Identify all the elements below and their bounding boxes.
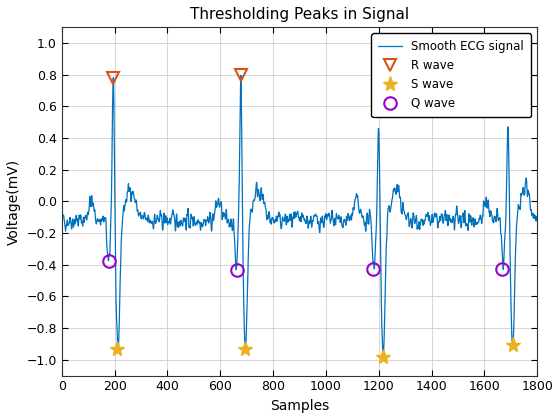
R wave [110, 75, 116, 80]
Smooth ECG signal [380, 354, 386, 360]
S wave [242, 346, 249, 351]
Smooth ECG signal [253, 186, 259, 191]
Title: Thresholding Peaks in Signal: Thresholding Peaks in Signal [190, 7, 409, 22]
Q wave [499, 267, 506, 272]
Smooth ECG signal [237, 73, 244, 78]
Smooth ECG signal [160, 222, 167, 227]
Line: Smooth ECG signal: Smooth ECG signal [62, 76, 537, 357]
S wave [510, 342, 517, 347]
Smooth ECG signal [86, 206, 92, 211]
S wave [114, 347, 120, 352]
Q wave [105, 258, 112, 263]
Smooth ECG signal [58, 215, 65, 220]
R wave [237, 73, 244, 78]
Legend: Smooth ECG signal, R wave, S wave, Q wave: Smooth ECG signal, R wave, S wave, Q wav… [371, 33, 531, 117]
Smooth ECG signal [255, 187, 262, 192]
Line: R wave: R wave [107, 69, 247, 84]
X-axis label: Samples: Samples [270, 399, 329, 413]
Q wave [234, 267, 240, 272]
Line: Q wave: Q wave [102, 255, 508, 276]
Smooth ECG signal [534, 214, 540, 219]
S wave [379, 354, 386, 360]
Q wave [370, 266, 376, 271]
Smooth ECG signal [236, 157, 243, 162]
Smooth ECG signal [383, 238, 390, 243]
Y-axis label: Voltage(mV): Voltage(mV) [7, 158, 21, 244]
Line: S wave: S wave [110, 337, 521, 365]
